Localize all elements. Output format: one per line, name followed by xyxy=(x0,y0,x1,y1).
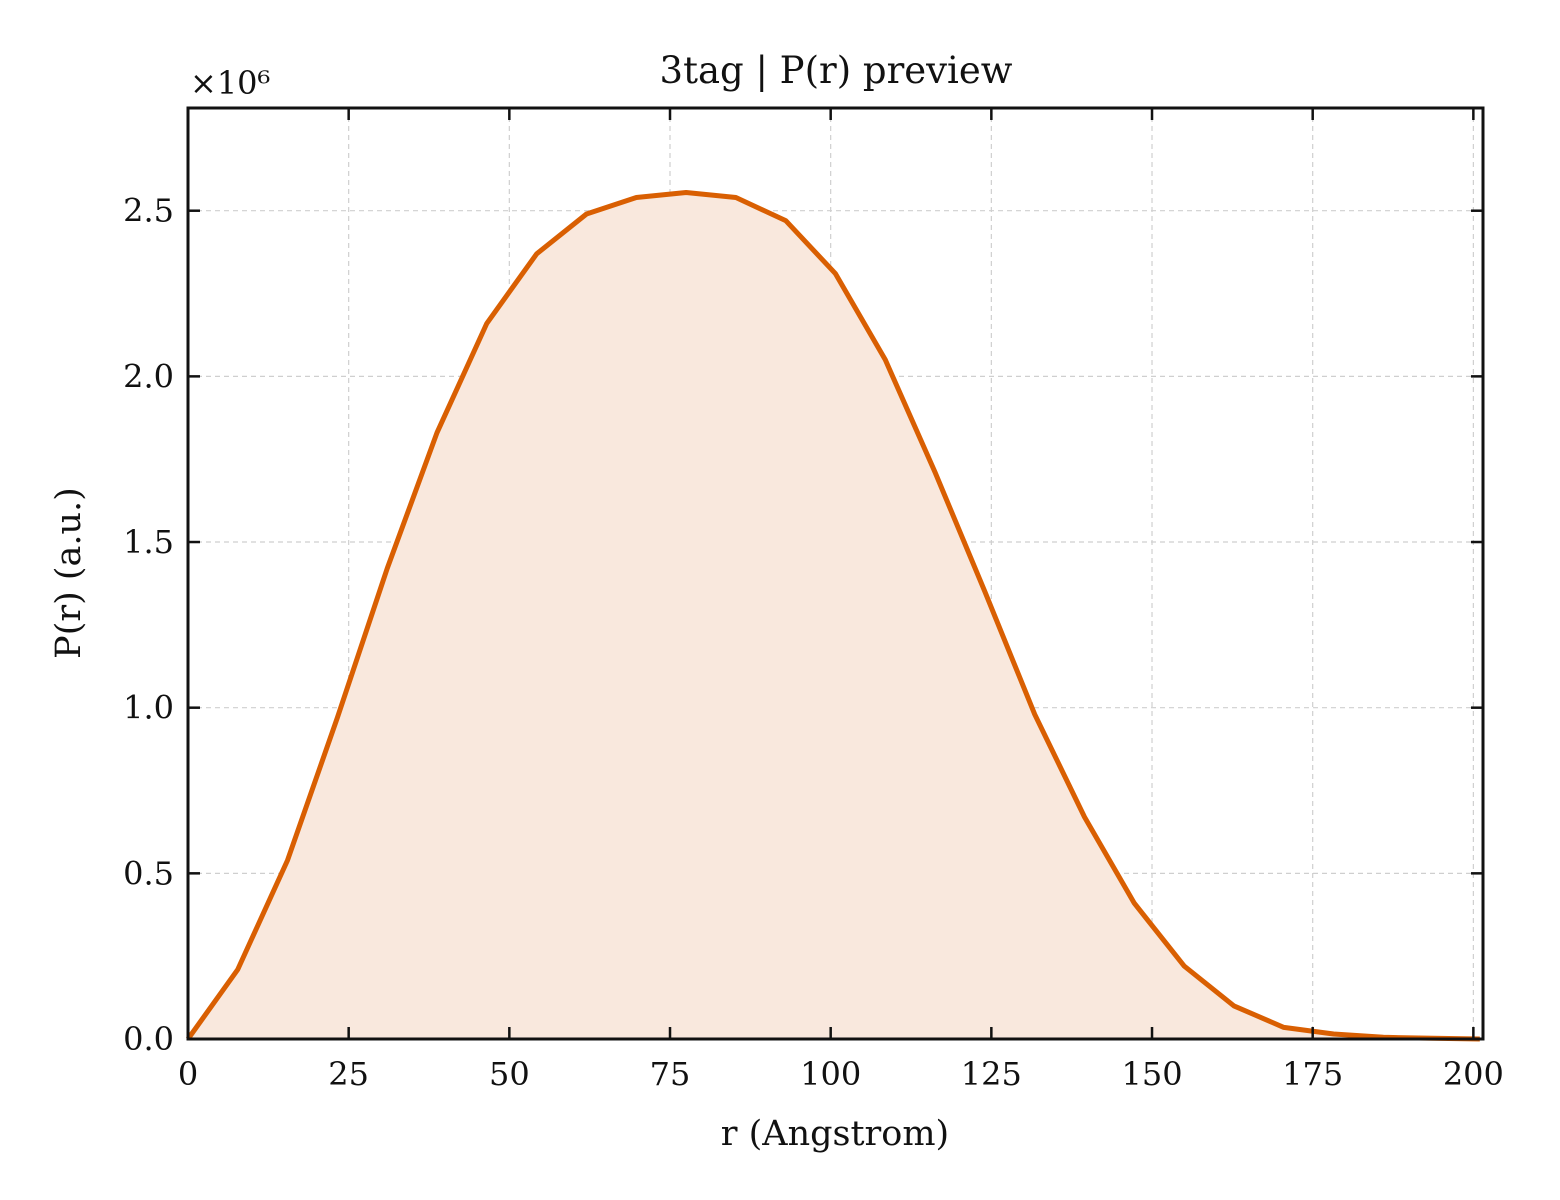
tick-labels: 0 25 50 75 100 125 150 175 200 0.0 0.5 1.0 1.5 2.0 2.5 xyxy=(123,192,1504,1093)
x-tick-label: 75 xyxy=(650,1055,691,1093)
x-tick-label: 0 xyxy=(178,1055,198,1093)
x-tick-label: 100 xyxy=(800,1055,861,1093)
x-tick-label: 150 xyxy=(1121,1055,1182,1093)
y-tick-label: 1.5 xyxy=(123,523,174,561)
y-tick-label: 2.5 xyxy=(123,192,174,230)
y-axis-label: P(r) (a.u.) xyxy=(49,487,89,659)
x-tick-label: 125 xyxy=(961,1055,1022,1093)
area-fill xyxy=(188,192,1480,1039)
plot-frame xyxy=(186,106,1485,1041)
y-tick-label: 0.5 xyxy=(123,854,174,892)
x-tick-label: 25 xyxy=(328,1055,369,1093)
x-tick-label: 175 xyxy=(1282,1055,1343,1093)
x-tick-label: 200 xyxy=(1443,1055,1504,1093)
y-tick-label: 2.0 xyxy=(123,357,174,395)
x-axis-label: r (Angstrom) xyxy=(721,1114,949,1154)
y-tick-label: 0.0 xyxy=(123,1020,174,1058)
y-multiplier-label: ×10⁶ xyxy=(190,64,270,102)
y-tick-label: 1.0 xyxy=(123,689,174,727)
x-tick-label: 50 xyxy=(489,1055,530,1093)
chart-title: 3tag | P(r) preview xyxy=(660,49,1013,92)
